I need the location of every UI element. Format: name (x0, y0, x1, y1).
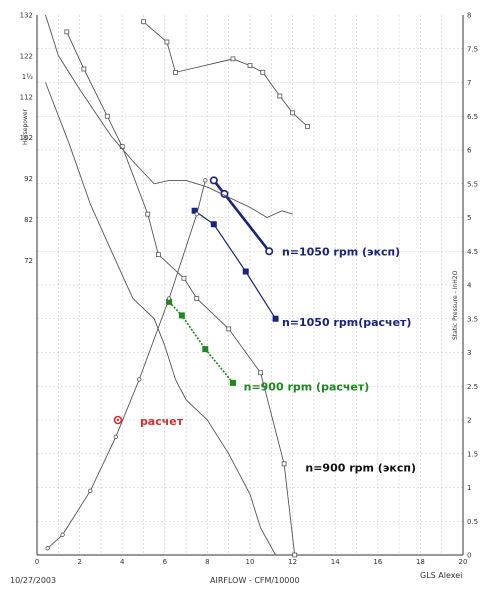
series-annotation-2: n=900 rpm (расчет) (244, 380, 370, 393)
series-5-point (88, 488, 93, 494)
series-line-4 (143, 21, 308, 127)
right-tick-label: 4 (467, 282, 472, 290)
series-2-point (202, 346, 209, 353)
footer-date: 10/27/2003 (10, 576, 56, 585)
right-tick-label: 6 (467, 147, 472, 155)
left-tick-label: 122 (20, 52, 33, 60)
x-tick-label: 20 (459, 558, 468, 566)
series-5-point (203, 178, 208, 183)
right-tick-label: 5 (467, 214, 471, 222)
series-annotation-0: n=1050 rpm (эксп) (282, 245, 400, 258)
series-4-point (305, 123, 310, 129)
left-tick-label: 72 (24, 257, 33, 265)
series-4-point (141, 19, 146, 25)
x-tick-label: 18 (416, 558, 425, 566)
x-tick-label: 12 (288, 558, 297, 566)
series-4-point (290, 110, 296, 116)
series-5-point (60, 532, 65, 537)
series-2-point (229, 379, 236, 386)
left-tick-label: 102 (20, 134, 33, 142)
right-tick-label: 6.5 (467, 113, 478, 121)
left-tick-label: 112 (20, 93, 33, 101)
series-2-point (178, 312, 185, 319)
series-5-point (45, 546, 50, 551)
series-annotation-3: n=900 rpm (эксп) (305, 461, 416, 474)
series-3-point (145, 211, 151, 217)
chart-axes: 0 2 4 6 8 10 12 14 16 18 2000.511.522.533.544.555.… (20, 12, 479, 567)
x-axis-label: AIRFLOW - CFM/10000 (210, 576, 300, 585)
x-tick-label: 14 (331, 558, 340, 566)
right-tick-label: 7 (467, 79, 471, 87)
series-1-point (191, 207, 198, 214)
series-1-point (272, 315, 279, 322)
series-4-point (277, 93, 283, 99)
series-3-point (181, 275, 187, 281)
series-5-point (137, 377, 142, 382)
right-tick-label: 3 (467, 349, 471, 357)
chart-labels: расчет n=1050 rpm (эксп) n=1050 rpm(расчет… (140, 245, 416, 474)
x-tick-label: 6 (163, 558, 168, 566)
series-3-point (104, 113, 110, 119)
series-3-point (292, 552, 298, 558)
series-3-point (281, 461, 287, 467)
series-3-point (81, 66, 87, 72)
x-tick-label: 0 (35, 558, 39, 566)
series-0-point (265, 247, 274, 256)
series-line-7 (45, 82, 276, 556)
series-5-point (113, 434, 119, 440)
series-3-point (64, 29, 70, 35)
series-line-6 (45, 14, 293, 219)
series-4-point (230, 56, 236, 62)
left-axis-label: Horsepower (22, 108, 29, 145)
right-tick-label: 7.5 (467, 45, 478, 53)
calc-point-label: расчет (140, 415, 184, 428)
right-tick-label: 0.5 (467, 518, 478, 526)
series-1-point (242, 268, 249, 275)
x-tick-label: 16 (373, 558, 382, 566)
right-tick-label: 2.5 (467, 383, 478, 391)
series-5-point (166, 296, 172, 301)
series-4-point (164, 39, 170, 45)
right-tick-label: 4.5 (467, 248, 478, 256)
left-tick-label: 92 (24, 175, 33, 183)
right-tick-label: 1 (467, 484, 471, 492)
series-1-point (210, 221, 217, 228)
calc-point-center (116, 418, 120, 422)
series-4-point (247, 63, 253, 69)
right-tick-label: 5.5 (467, 180, 478, 188)
x-tick-label: 2 (77, 558, 81, 566)
left-tick-label: 132 (20, 12, 33, 20)
series-5-point (194, 211, 199, 217)
footer-author: GLS Alexei (420, 571, 462, 580)
series-line-5 (47, 180, 206, 549)
series-3-point (258, 370, 264, 376)
right-axis-label: Static Pressure - InH2O (452, 270, 459, 340)
series-annotation-1: n=1050 rpm(расчет) (282, 316, 412, 329)
right-tick-label: 2 (467, 417, 471, 425)
chart-series (45, 14, 310, 558)
series-4-point (260, 69, 266, 75)
right-tick-label: 0 (467, 552, 471, 560)
series-3-point (194, 296, 200, 301)
x-tick-label: 10 (246, 558, 255, 566)
right-tick-label: 3.5 (467, 315, 478, 323)
left-tick-label: 82 (24, 216, 33, 224)
x-tick-label: 4 (120, 558, 125, 566)
series-line-2 (168, 301, 234, 384)
chart-grid (37, 15, 463, 555)
x-tick-label: 8 (205, 558, 209, 566)
series-line-3 (66, 31, 296, 556)
series-3-point (156, 252, 161, 258)
right-tick-label: 8 (467, 12, 471, 20)
series-3-point (226, 326, 232, 332)
right-tick-label: 1.5 (467, 450, 478, 458)
left-tick-label: 1½ (22, 73, 33, 81)
series-line-1 (194, 210, 277, 320)
series-0-point (209, 176, 218, 185)
series-2-point (166, 298, 173, 305)
series-4-point (173, 69, 178, 75)
